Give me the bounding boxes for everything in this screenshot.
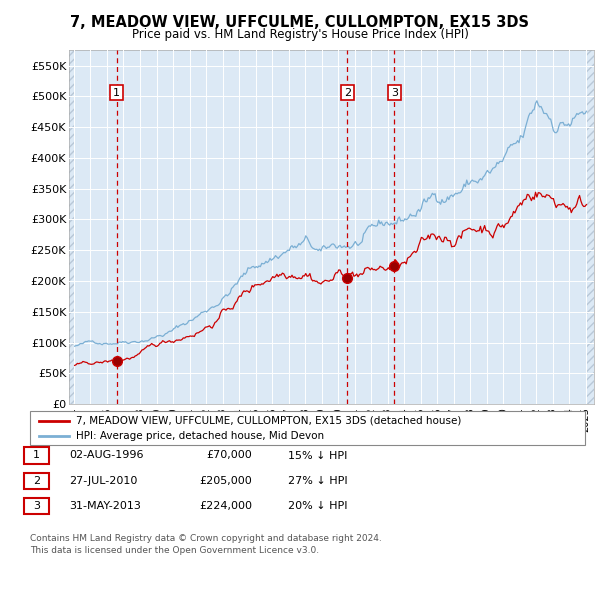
Text: 20% ↓ HPI: 20% ↓ HPI — [288, 502, 347, 511]
Text: Price paid vs. HM Land Registry's House Price Index (HPI): Price paid vs. HM Land Registry's House … — [131, 28, 469, 41]
Text: 7, MEADOW VIEW, UFFCULME, CULLOMPTON, EX15 3DS: 7, MEADOW VIEW, UFFCULME, CULLOMPTON, EX… — [71, 15, 530, 30]
Text: 3: 3 — [33, 502, 40, 511]
Text: 27% ↓ HPI: 27% ↓ HPI — [288, 476, 347, 486]
Text: £205,000: £205,000 — [199, 476, 252, 486]
Text: 27-JUL-2010: 27-JUL-2010 — [69, 476, 137, 486]
Text: 31-MAY-2013: 31-MAY-2013 — [69, 502, 141, 511]
Text: 3: 3 — [391, 88, 398, 97]
Text: Contains HM Land Registry data © Crown copyright and database right 2024.
This d: Contains HM Land Registry data © Crown c… — [30, 534, 382, 555]
Bar — [69, 50, 74, 404]
Text: £70,000: £70,000 — [206, 451, 252, 460]
Text: HPI: Average price, detached house, Mid Devon: HPI: Average price, detached house, Mid … — [76, 431, 325, 441]
Text: 1: 1 — [33, 451, 40, 460]
Text: 2: 2 — [33, 476, 40, 486]
Text: 15% ↓ HPI: 15% ↓ HPI — [288, 451, 347, 460]
Text: 7, MEADOW VIEW, UFFCULME, CULLOMPTON, EX15 3DS (detached house): 7, MEADOW VIEW, UFFCULME, CULLOMPTON, EX… — [76, 416, 461, 426]
Bar — [586, 50, 594, 404]
Text: 2: 2 — [344, 88, 351, 97]
Text: 1: 1 — [113, 88, 120, 97]
Text: £224,000: £224,000 — [199, 502, 252, 511]
Text: 02-AUG-1996: 02-AUG-1996 — [69, 451, 143, 460]
